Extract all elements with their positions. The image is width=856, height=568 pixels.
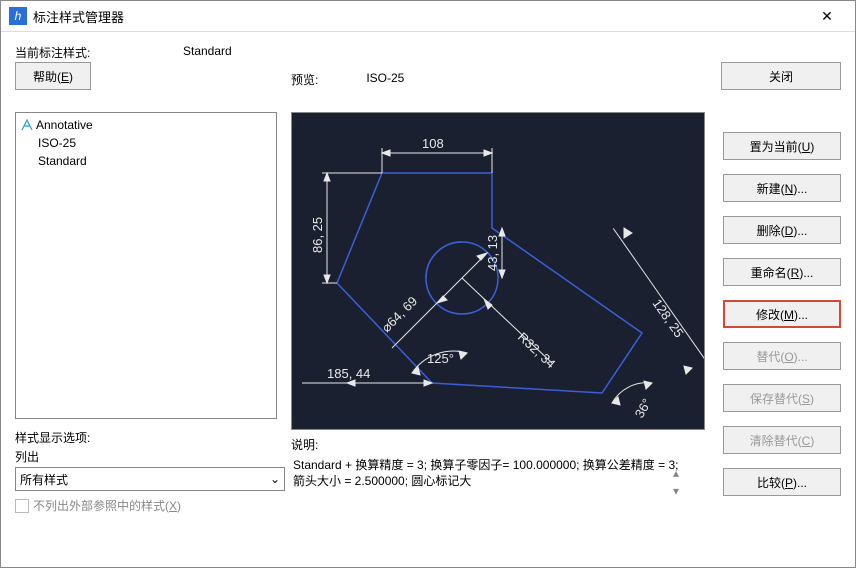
rename-button[interactable]: 重命名(R)... bbox=[723, 258, 841, 286]
close-button[interactable]: 关闭 bbox=[721, 62, 841, 90]
scroll-arrows[interactable]: ▴▾ bbox=[673, 465, 689, 499]
svg-text:128, 25: 128, 25 bbox=[650, 296, 687, 340]
window-close-button[interactable]: ✕ bbox=[807, 2, 847, 30]
checkbox-label: 不列出外部参照中的样式(X) bbox=[33, 497, 181, 514]
list-item-label: Standard bbox=[38, 153, 87, 169]
chevron-down-icon: ⌄ bbox=[270, 472, 280, 486]
list-item[interactable]: Standard bbox=[16, 152, 276, 170]
checkbox-icon bbox=[15, 499, 29, 513]
dialog-window: h 标注样式管理器 ✕ 当前标注样式: Standard 样式(S): 预览: … bbox=[0, 0, 856, 568]
compare-button[interactable]: 比较(P)... bbox=[723, 468, 841, 496]
svg-text:⌀64, 69: ⌀64, 69 bbox=[379, 293, 421, 335]
titlebar: h 标注样式管理器 ✕ bbox=[1, 1, 855, 32]
description-text: Standard + 换算精度 = 3; 换算子零因子= 100.000000;… bbox=[291, 455, 689, 499]
save-override-button[interactable]: 保存替代(S) bbox=[723, 384, 841, 412]
set-current-button[interactable]: 置为当前(U) bbox=[723, 132, 841, 160]
current-style-label: 当前标注样式: bbox=[15, 44, 183, 61]
styles-listbox[interactable]: Annotative ISO-25 Standard bbox=[15, 112, 277, 419]
svg-text:125°: 125° bbox=[427, 351, 454, 366]
window-title: 标注样式管理器 bbox=[33, 7, 124, 26]
help-button[interactable]: 帮助(E) bbox=[15, 62, 91, 90]
svg-text:36°: 36° bbox=[632, 396, 655, 421]
new-button[interactable]: 新建(N)... bbox=[723, 174, 841, 202]
preview-panel: 108 86, 25 43, 13 ⌀64, 69 R32, 34 bbox=[291, 112, 705, 430]
svg-text:R32, 34: R32, 34 bbox=[515, 329, 559, 371]
svg-text:86, 25: 86, 25 bbox=[310, 217, 325, 253]
list-item-label: Annotative bbox=[36, 117, 93, 133]
preview-style-name: ISO-25 bbox=[366, 71, 404, 88]
list-item[interactable]: Annotative bbox=[16, 116, 276, 134]
description-label: 说明: bbox=[291, 436, 705, 453]
svg-text:108: 108 bbox=[422, 136, 444, 151]
list-label: 列出 bbox=[15, 448, 277, 465]
list-item[interactable]: ISO-25 bbox=[16, 134, 276, 152]
ext-ref-checkbox: 不列出外部参照中的样式(X) bbox=[15, 497, 277, 514]
clear-override-button[interactable]: 清除替代(C) bbox=[723, 426, 841, 454]
delete-button[interactable]: 删除(D)... bbox=[723, 216, 841, 244]
modify-button[interactable]: 修改(M)... bbox=[723, 300, 841, 328]
override-button[interactable]: 替代(O)... bbox=[723, 342, 841, 370]
current-style-value: Standard bbox=[183, 44, 232, 61]
display-options-label: 样式显示选项: bbox=[15, 429, 277, 446]
annotative-icon bbox=[20, 118, 34, 132]
combo-value: 所有样式 bbox=[20, 471, 68, 488]
list-filter-combo[interactable]: 所有样式 ⌄ bbox=[15, 467, 285, 491]
list-item-label: ISO-25 bbox=[38, 135, 76, 151]
app-icon: h bbox=[9, 7, 27, 25]
svg-text:185, 44: 185, 44 bbox=[327, 366, 370, 381]
preview-label: 预览: bbox=[291, 71, 318, 88]
